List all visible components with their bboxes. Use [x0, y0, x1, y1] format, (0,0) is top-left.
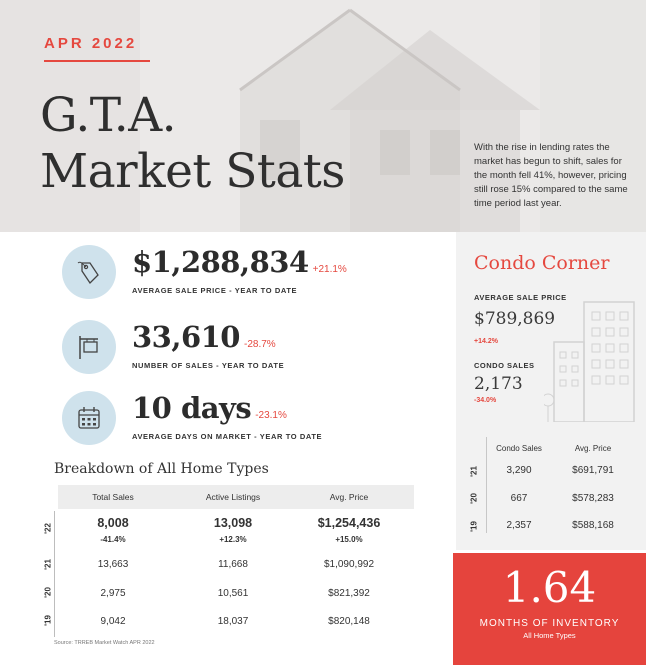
condo-table-cell: 667	[510, 493, 528, 504]
table-cell: $1,090,992	[323, 559, 375, 570]
condo-year-label: '19	[469, 521, 479, 532]
breakdown-title: Breakdown of All Home Types	[54, 461, 269, 477]
condo-sales-value: 2,173	[474, 374, 523, 394]
title-line-1: G.T.A.	[40, 88, 177, 143]
condo-avg-value: $789,869	[474, 309, 556, 329]
condo-table-cell: $588,168	[572, 520, 614, 531]
stat-change: -28.7%	[244, 339, 276, 350]
condo-table-cell: $691,791	[572, 465, 614, 476]
title-line-2: Market Stats	[40, 144, 345, 199]
condo-avg-label: AVERAGE SALE PRICE	[474, 293, 567, 302]
table-cell: 18,037	[217, 616, 249, 627]
stat-average-sale-price: $1,288,834 +21.1% AVERAGE SALE PRICE - YE…	[62, 245, 442, 305]
intro-paragraph: With the rise in lending rates the marke…	[474, 142, 628, 209]
table-cell: 11,668	[218, 559, 248, 570]
table-cell-change: +15.0%	[335, 535, 363, 544]
condo-corner-panel: Condo Corner AVERAGE SALE PRICE $789,869…	[456, 232, 646, 550]
condo-avg-change: +14.2%	[474, 338, 498, 345]
stat-label: AVERAGE SALE PRICE - YEAR TO DATE	[132, 286, 298, 295]
table-cell-change: -41.4%	[100, 535, 126, 544]
condo-year-label: '20	[469, 493, 479, 504]
stat-change: -23.1%	[255, 410, 287, 421]
table-cell: $1,254,436	[317, 516, 381, 530]
month-underline	[44, 60, 150, 62]
column-header: Avg. Price	[329, 492, 369, 502]
stat-label: AVERAGE DAYS ON MARKET - YEAR TO DATE	[132, 432, 323, 441]
condo-year-axis-line	[486, 437, 487, 533]
condo-column-header: Avg. Price	[574, 444, 612, 453]
condo-year-label: '21	[469, 466, 479, 477]
condo-sales-change: -34.0%	[474, 397, 497, 404]
inventory-label: MONTHS OF INVENTORY	[479, 618, 620, 629]
condo-table-cell: 2,357	[506, 520, 532, 531]
column-header: Active Listings	[205, 492, 261, 502]
year-label: '21	[43, 559, 53, 570]
stat-change: +21.1%	[312, 264, 347, 275]
stat-label: NUMBER OF SALES - YEAR TO DATE	[132, 361, 285, 370]
condo-table-cell: 3,290	[506, 465, 532, 476]
house-background-image	[0, 0, 646, 232]
page-title: G.T.A. Market Stats	[40, 88, 420, 200]
condo-table-cell: $578,283	[572, 493, 614, 504]
stat-value: 33,610 -28.7%	[132, 320, 276, 354]
table-cell-change: +12.3%	[219, 535, 247, 544]
table-cell: 2,975	[100, 588, 126, 599]
hero-banner: APR 2022 G.T.A. Market Stats With the ri…	[0, 0, 646, 232]
sign-post-icon	[62, 320, 116, 374]
inventory-subtitle: All Home Types	[523, 631, 576, 640]
table-cell: 8,008	[97, 516, 129, 530]
column-header: Total Sales	[92, 492, 134, 502]
stat-days-on-market: 10 days -23.1% AVERAGE DAYS ON MARKET - Y…	[62, 391, 442, 451]
table-cell: $820,148	[328, 616, 370, 627]
condo-column-header: Condo Sales	[496, 444, 542, 453]
table-header: Total Sales Active Listings Avg. Price	[58, 485, 414, 509]
price-tag-icon	[62, 245, 116, 299]
building-icon	[544, 301, 635, 422]
table-cell: $821,392	[328, 588, 370, 599]
source-note: Source: TRREB Market Watch APR 2022	[54, 640, 155, 646]
year-label: '22	[43, 523, 53, 534]
condo-corner-title: Condo Corner	[474, 252, 610, 274]
stat-number-of-sales: 33,610 -28.7% NUMBER OF SALES - YEAR TO D…	[62, 320, 442, 380]
table-cell: 13,663	[97, 559, 129, 570]
report-month: APR 2022	[44, 35, 138, 52]
year-axis-line	[54, 511, 55, 637]
inventory-panel: 1.64 MONTHS OF INVENTORY All Home Types	[453, 553, 646, 665]
inventory-value: 1.64	[502, 563, 597, 612]
table-cell: 9,042	[100, 616, 126, 627]
stat-value: $1,288,834 +21.1%	[132, 245, 347, 279]
year-label: '19	[43, 615, 53, 626]
condo-sales-label: CONDO SALES	[474, 361, 535, 370]
calendar-icon	[62, 391, 116, 445]
table-cell: 10,561	[217, 588, 249, 599]
year-label: '20	[43, 587, 53, 598]
stat-value: 10 days -23.1%	[132, 391, 287, 425]
table-cell: 13,098	[213, 516, 253, 530]
